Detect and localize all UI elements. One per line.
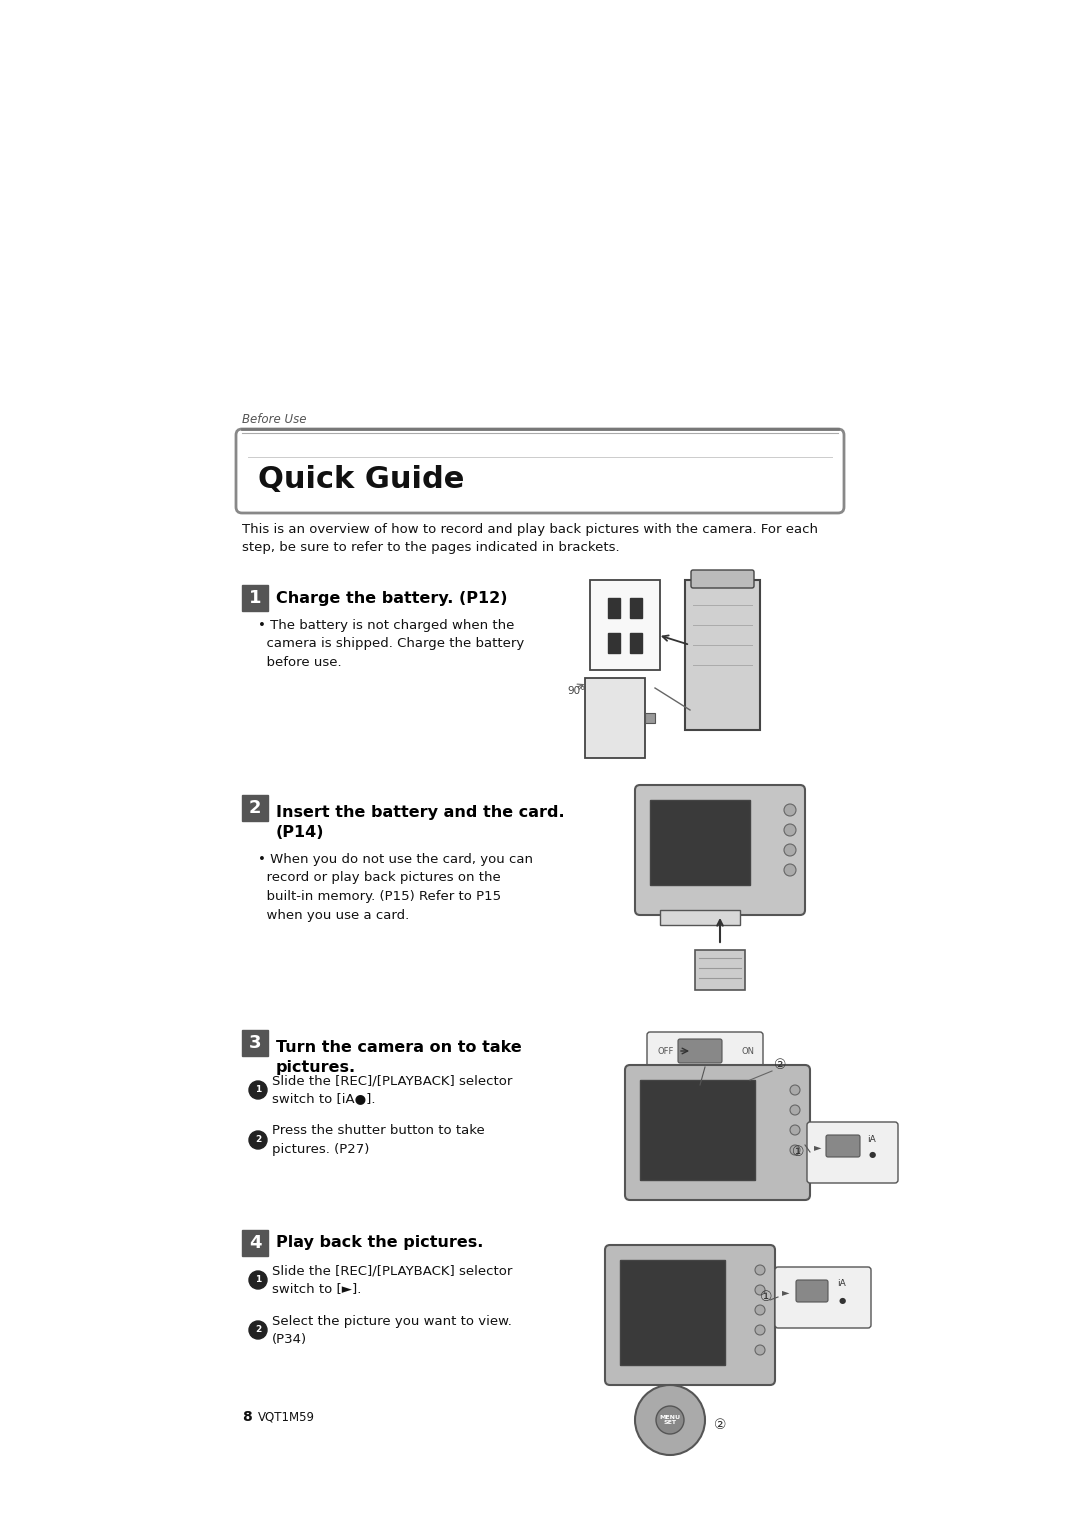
Bar [242,1030,268,1056]
Text: ②: ② [773,1057,786,1073]
Text: iA: iA [838,1279,847,1288]
Text: OFF: OFF [658,1047,674,1056]
Text: 3: 3 [248,1034,261,1051]
Bar [620,1261,725,1365]
Text: ON: ON [741,1047,754,1056]
FancyBboxPatch shape [237,429,843,513]
Circle shape [789,1105,800,1115]
Text: Slide the [REC]/[PLAYBACK] selector
switch to [iA●].: Slide the [REC]/[PLAYBACK] selector swit… [272,1074,512,1105]
Text: VQT1M59: VQT1M59 [258,1410,315,1423]
Circle shape [755,1305,765,1316]
Circle shape [249,1131,267,1149]
Text: Turn the camera on to take
pictures.: Turn the camera on to take pictures. [276,1041,522,1074]
Text: ①: ① [792,1144,805,1160]
FancyBboxPatch shape [807,1122,897,1183]
FancyBboxPatch shape [826,1135,860,1157]
Bar [608,633,620,652]
Circle shape [784,824,796,836]
Bar [696,950,745,990]
Bar [242,795,268,821]
Text: 2: 2 [248,799,261,817]
Text: Slide the [REC]/[PLAYBACK] selector
switch to [►].: Slide the [REC]/[PLAYBACK] selector swit… [272,1265,512,1296]
Circle shape [784,804,796,816]
Text: 1: 1 [255,1085,261,1094]
Circle shape [249,1080,267,1099]
FancyBboxPatch shape [647,1031,762,1070]
Text: This is an overview of how to record and play back pictures with the camera. For: This is an overview of how to record and… [242,523,818,555]
Bar [608,597,620,617]
Text: 8: 8 [242,1410,252,1424]
Text: • When you do not use the card, you can
  record or play back pictures on the
  : • When you do not use the card, you can … [258,853,534,921]
Circle shape [789,1144,800,1155]
Circle shape [755,1345,765,1355]
FancyBboxPatch shape [678,1039,723,1063]
Text: ►: ► [782,1287,789,1297]
FancyBboxPatch shape [691,570,754,588]
Circle shape [755,1285,765,1296]
Text: ●: ● [868,1151,876,1160]
Text: ②: ② [714,1418,726,1432]
Text: ①: ① [759,1290,772,1303]
FancyBboxPatch shape [796,1280,828,1302]
Text: Before Use: Before Use [242,413,307,426]
Circle shape [784,843,796,856]
Circle shape [249,1322,267,1339]
Text: Quick Guide: Quick Guide [258,465,464,494]
Circle shape [789,1085,800,1096]
Bar [242,585,268,611]
FancyBboxPatch shape [775,1267,870,1328]
Text: 90°: 90° [567,686,585,695]
Circle shape [656,1406,684,1433]
Text: Select the picture you want to view.
(P34): Select the picture you want to view. (P3… [272,1314,512,1346]
Circle shape [755,1325,765,1335]
Text: MENU
SET: MENU SET [660,1415,680,1426]
Circle shape [789,1125,800,1135]
Text: iA: iA [867,1134,876,1143]
Bar [585,678,645,758]
FancyBboxPatch shape [605,1245,775,1384]
Bar [645,714,654,723]
Bar [650,801,750,885]
Text: Play back the pictures.: Play back the pictures. [276,1236,484,1250]
FancyBboxPatch shape [625,1065,810,1199]
Bar [590,581,660,669]
Text: 1: 1 [255,1276,261,1285]
Text: Press the shutter button to take
pictures. (P27): Press the shutter button to take picture… [272,1125,485,1155]
Text: Charge the battery. (P12): Charge the battery. (P12) [276,590,508,605]
Text: 2: 2 [255,1325,261,1334]
Text: ●: ● [838,1296,846,1305]
Bar [685,581,760,730]
FancyBboxPatch shape [635,785,805,915]
Text: 1: 1 [248,588,261,607]
Circle shape [249,1271,267,1290]
Text: 4: 4 [248,1235,261,1251]
Text: 2: 2 [255,1135,261,1144]
Text: ►: ► [814,1141,822,1152]
Circle shape [784,863,796,876]
Bar [630,633,642,652]
Circle shape [635,1384,705,1455]
Bar [660,911,740,924]
Bar [630,597,642,617]
Circle shape [755,1265,765,1274]
Bar [640,1080,755,1180]
Text: Insert the battery and the card.
(P14): Insert the battery and the card. (P14) [276,805,565,840]
Bar [242,1230,268,1256]
Text: • The battery is not charged when the
  camera is shipped. Charge the battery
  : • The battery is not charged when the ca… [258,619,524,669]
